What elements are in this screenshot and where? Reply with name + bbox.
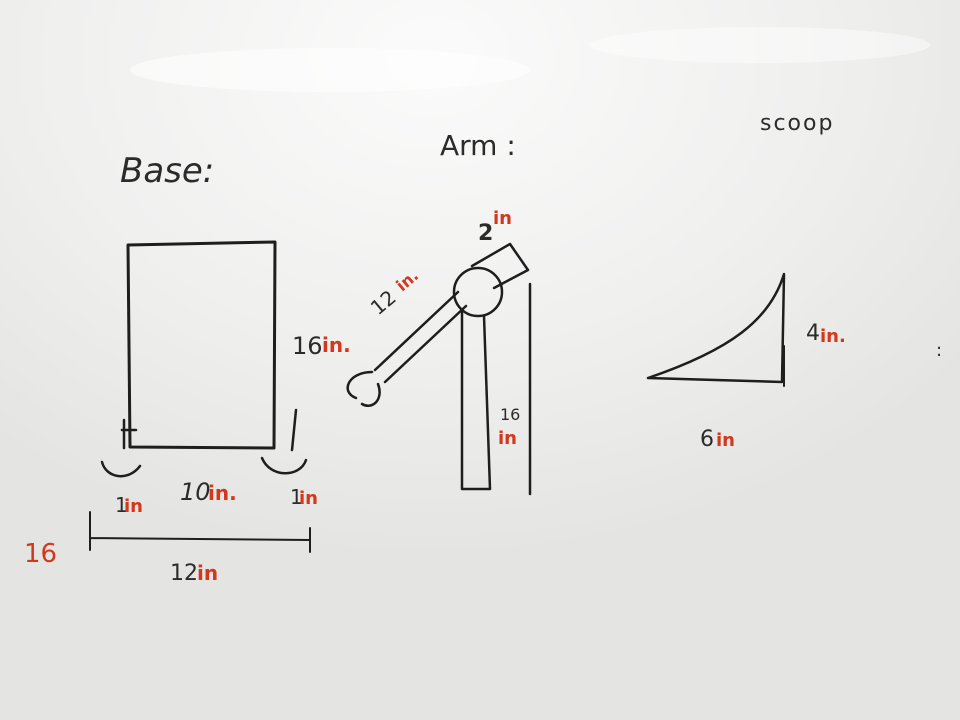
- left-wheel-label: 1 in: [115, 493, 143, 517]
- arm-joint: [452, 266, 504, 318]
- light-reflection: [590, 27, 930, 63]
- right-wheel: [260, 408, 308, 475]
- scoop-length-number: 6: [700, 427, 714, 452]
- scoop-length-unit: in: [716, 430, 735, 451]
- base-total-label: 12 in: [170, 561, 218, 586]
- base-width-label: 10 in.: [180, 478, 237, 506]
- base-total-dimension-line: [89, 511, 311, 553]
- right-wheel-unit: in: [299, 488, 318, 509]
- scoop-length-label: 6 in: [700, 427, 735, 452]
- right-wheel-number: 1: [290, 485, 303, 509]
- arm-claw: [346, 370, 381, 407]
- right-wheel-label: 1 in: [290, 485, 318, 509]
- scoop-height-unit: in.: [820, 326, 846, 347]
- joint-number: 2: [478, 221, 493, 246]
- upper-arm: [373, 290, 468, 384]
- base-width-number: 10: [180, 478, 211, 506]
- base-height-number: 16: [292, 332, 323, 360]
- light-reflection: [130, 48, 530, 92]
- left-wheel: [100, 418, 142, 478]
- base-width-unit: in.: [208, 481, 237, 505]
- base-total-number: 12: [170, 561, 198, 586]
- base-sketch: [89, 240, 311, 553]
- base-chassis: [126, 240, 277, 450]
- scoop-sketch: [646, 272, 786, 387]
- joint-box: [470, 242, 530, 290]
- base-height-unit: in.: [322, 333, 351, 357]
- base-total-unit: in: [197, 561, 218, 585]
- base-height-label: 16 in.: [292, 332, 351, 360]
- arm-sketch: [346, 242, 532, 496]
- left-wheel-unit: in: [124, 496, 143, 517]
- scoop-heading: scoop: [760, 111, 834, 136]
- arm-post: [460, 282, 532, 496]
- post-number: 16: [500, 405, 520, 424]
- left-wheel-number: 1: [115, 493, 128, 517]
- stray-mark: :: [936, 340, 942, 361]
- scoop-height-number: 4: [806, 321, 820, 346]
- joint-label: 2 in: [478, 208, 512, 246]
- scoop-height-label: 4 in.: [806, 321, 846, 347]
- post-unit: in: [498, 428, 517, 449]
- joint-unit: in: [493, 208, 512, 229]
- base-heading: Base:: [120, 151, 214, 191]
- base-side-note: 16: [24, 539, 57, 569]
- post-label: 16 in: [498, 405, 520, 449]
- arm-heading: Arm :: [440, 129, 516, 162]
- scoop-profile: [646, 272, 786, 384]
